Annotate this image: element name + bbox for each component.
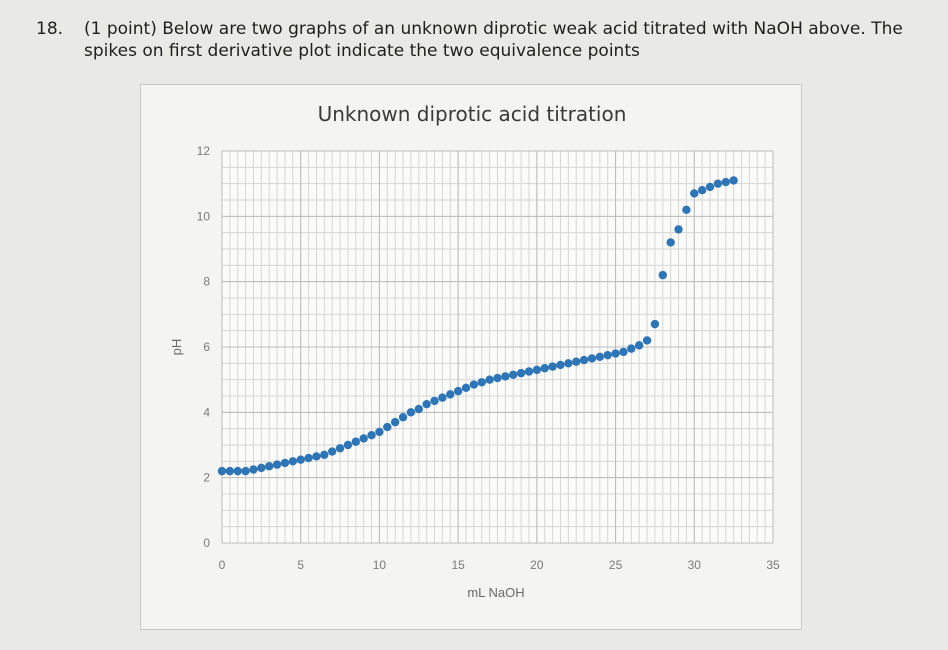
data-point bbox=[485, 375, 494, 384]
x-tick-label: 20 bbox=[530, 558, 544, 572]
data-point bbox=[524, 367, 534, 376]
data-point bbox=[335, 444, 345, 453]
data-point bbox=[682, 205, 691, 214]
y-axis-label: pH bbox=[169, 339, 184, 356]
data-point bbox=[288, 457, 298, 466]
data-point bbox=[249, 465, 258, 474]
data-point bbox=[572, 357, 581, 366]
data-point bbox=[296, 455, 305, 464]
data-point bbox=[611, 349, 620, 358]
data-point bbox=[304, 453, 313, 463]
data-point bbox=[642, 336, 652, 345]
data-point bbox=[548, 362, 557, 371]
data-point bbox=[446, 390, 455, 399]
data-point bbox=[532, 365, 542, 375]
x-tick-label: 35 bbox=[766, 558, 780, 572]
data-point bbox=[540, 364, 549, 373]
data-point bbox=[666, 238, 675, 247]
data-point bbox=[359, 434, 368, 443]
question-text: (1 point) Below are two graphs of an unk… bbox=[84, 19, 903, 61]
x-tick-label: 25 bbox=[609, 558, 623, 572]
chart-title: Unknown diprotic acid titration bbox=[318, 102, 627, 126]
y-tick-label: 6 bbox=[203, 340, 210, 354]
chart-frame: Unknown diprotic acid titration 0 5 10 15 20… bbox=[140, 84, 802, 630]
data-point bbox=[619, 347, 628, 357]
data-point bbox=[390, 417, 400, 427]
data-point bbox=[690, 189, 699, 198]
y-tick-label: 12 bbox=[197, 144, 211, 158]
data-point bbox=[658, 270, 667, 280]
data-point bbox=[729, 176, 738, 185]
data-point bbox=[265, 462, 274, 471]
data-point bbox=[650, 319, 660, 329]
data-point bbox=[367, 431, 376, 440]
data-point bbox=[343, 440, 353, 450]
titration-chart: Unknown diprotic acid titration 0 5 10 15 20… bbox=[169, 102, 780, 600]
y-tick-label: 2 bbox=[203, 471, 210, 485]
y-tick-label: 8 bbox=[203, 275, 210, 289]
data-point bbox=[713, 179, 723, 188]
data-point bbox=[477, 378, 486, 387]
data-point bbox=[595, 352, 605, 361]
data-point bbox=[272, 460, 282, 469]
data-point bbox=[257, 463, 266, 473]
data-point bbox=[375, 427, 384, 437]
x-tick-label: 30 bbox=[688, 558, 702, 572]
data-point bbox=[225, 466, 235, 476]
data-point bbox=[438, 393, 447, 402]
data-point bbox=[603, 350, 612, 360]
x-tick-label: 0 bbox=[219, 558, 226, 572]
data-point bbox=[556, 360, 565, 370]
x-tick-label: 10 bbox=[373, 558, 387, 572]
data-point bbox=[320, 450, 329, 459]
y-tick-label: 10 bbox=[197, 209, 211, 223]
data-point bbox=[697, 186, 707, 195]
data-point bbox=[674, 225, 683, 234]
data-point bbox=[516, 368, 526, 378]
data-point bbox=[328, 447, 337, 456]
chart-points bbox=[217, 176, 738, 476]
data-point bbox=[627, 344, 636, 353]
data-point bbox=[493, 373, 502, 383]
chart-ticks: 0 5 10 15 20 25 30 35 0 2 4 6 8 10 12 bbox=[197, 144, 780, 572]
data-point bbox=[233, 466, 242, 476]
x-axis-label: mL NaOH bbox=[467, 585, 524, 600]
data-point bbox=[383, 422, 392, 432]
data-point bbox=[579, 355, 589, 365]
x-tick-label: 15 bbox=[451, 558, 465, 572]
question-number: 18. bbox=[36, 19, 64, 39]
data-point bbox=[430, 396, 439, 406]
data-point bbox=[634, 341, 644, 350]
data-point bbox=[587, 354, 597, 363]
data-point bbox=[312, 452, 321, 461]
data-point bbox=[564, 359, 573, 368]
data-point bbox=[509, 370, 518, 379]
data-point bbox=[469, 380, 479, 389]
data-point bbox=[406, 408, 416, 417]
data-point bbox=[501, 372, 510, 381]
data-point bbox=[217, 466, 227, 476]
data-point bbox=[422, 399, 431, 409]
data-point bbox=[414, 404, 423, 414]
y-tick-label: 4 bbox=[203, 405, 210, 419]
data-point bbox=[705, 182, 715, 192]
data-point bbox=[453, 386, 463, 396]
data-point bbox=[351, 437, 361, 446]
data-point bbox=[461, 383, 471, 393]
x-tick-label: 5 bbox=[297, 558, 304, 572]
y-tick-label: 0 bbox=[203, 536, 210, 550]
data-point bbox=[398, 413, 408, 422]
data-point bbox=[241, 466, 250, 476]
data-point bbox=[721, 177, 730, 187]
data-point bbox=[280, 458, 290, 468]
chart-grid bbox=[221, 150, 774, 544]
